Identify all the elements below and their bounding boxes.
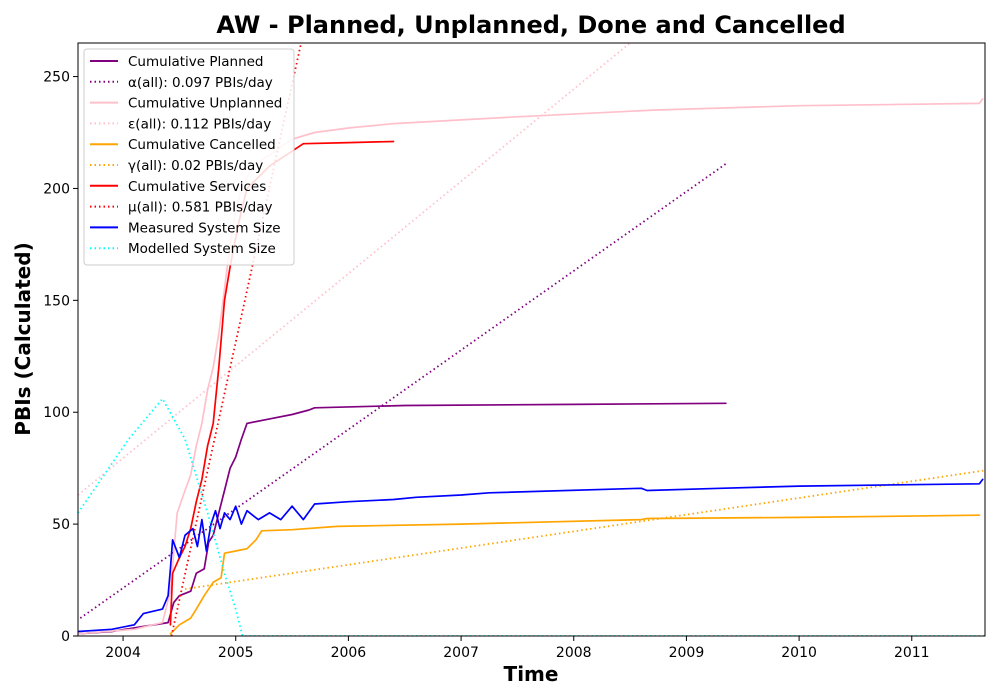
x-tick-label-2: 2006 <box>331 645 367 661</box>
series-line-3 <box>78 43 631 496</box>
legend-label-1: α(all): 0.097 PBIs/day <box>128 75 273 91</box>
x-tick-label-4: 2008 <box>556 645 592 661</box>
legend-box <box>83 48 295 266</box>
legend-label-7: μ(all): 0.581 PBIs/day <box>128 200 272 216</box>
legend-label-2: Cumulative Unplanned <box>128 96 282 112</box>
legend-label-9: Modelled System Size <box>128 241 276 257</box>
y-tick-label-1: 50 <box>52 517 70 533</box>
series-line-1 <box>79 163 727 619</box>
legend-label-5: γ(all): 0.02 PBIs/day <box>128 158 263 174</box>
x-tick-label-5: 2009 <box>669 645 705 661</box>
series-line-5 <box>184 469 985 590</box>
series-line-8 <box>78 478 984 633</box>
x-tick-label-1: 2005 <box>218 645 254 661</box>
series-line-4 <box>169 514 981 635</box>
y-axis-label: PBIs (Calculated) <box>11 242 35 435</box>
legend-label-4: Cumulative Cancelled <box>128 137 276 153</box>
x-tick-label-3: 2007 <box>443 645 479 661</box>
x-axis-label: Time <box>504 662 559 686</box>
legend-label-0: Cumulative Planned <box>128 54 264 70</box>
plot-frame <box>77 42 986 637</box>
legend-label-3: ε(all): 0.112 PBIs/day <box>128 116 271 132</box>
legend: Cumulative Planned α(all): 0.097 PBIs/day… <box>83 48 295 266</box>
x-tick-label-7: 2011 <box>894 645 930 661</box>
legend-label-8: Measured System Size <box>128 220 281 236</box>
ticks-layer: 2004 2005 2006 2007 2008 2009 2010 2011 0 50 100 15… <box>43 70 929 661</box>
y-tick-label-5: 250 <box>43 70 70 86</box>
y-tick-label-0: 0 <box>61 629 70 645</box>
y-tick-label-3: 150 <box>43 293 70 309</box>
chart-title: AW - Planned, Unplanned, Done and Cancel… <box>216 11 845 39</box>
x-tick-label-0: 2004 <box>105 645 141 661</box>
legend-label-6: Cumulative Services <box>128 179 266 195</box>
y-tick-label-4: 200 <box>43 181 70 197</box>
x-tick-label-6: 2010 <box>781 645 817 661</box>
y-tick-label-2: 100 <box>43 405 70 421</box>
series-line-0 <box>78 402 727 635</box>
